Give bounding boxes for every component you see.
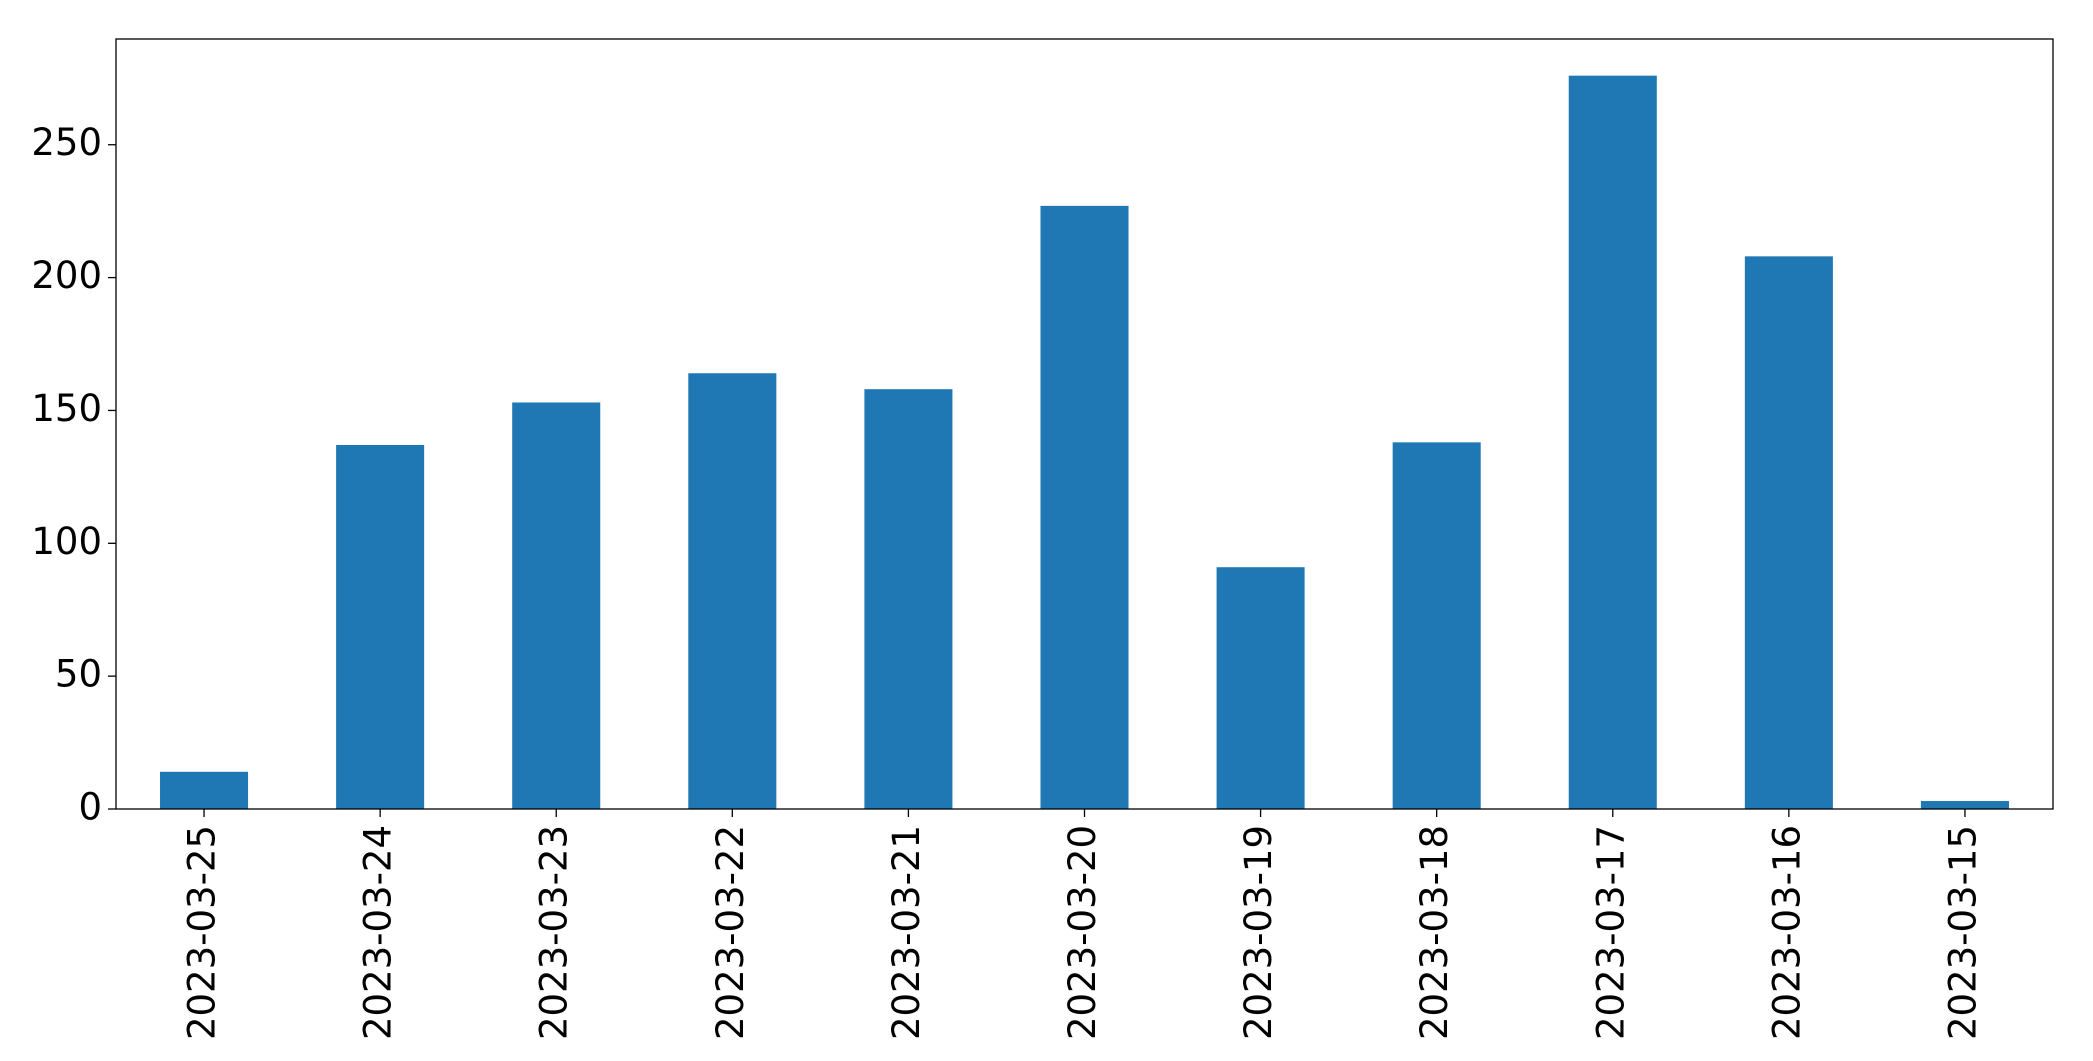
bar — [160, 771, 249, 809]
x-tick-label: 2023-03-16 — [1765, 825, 1808, 1040]
y-tick-label: 150 — [31, 387, 102, 430]
x-tick-label: 2023-03-18 — [1413, 825, 1456, 1040]
x-tick-label: 2023-03-22 — [709, 825, 752, 1040]
y-tick-label: 0 — [78, 786, 102, 829]
x-tick-label: 2023-03-21 — [885, 825, 928, 1040]
plot-frame — [115, 38, 2054, 810]
y-tick-label: 250 — [31, 121, 102, 164]
x-tick-label: 2023-03-15 — [1941, 825, 1984, 1040]
bar — [1920, 801, 2009, 809]
bar — [512, 402, 601, 809]
bar — [1568, 75, 1657, 809]
bar — [1216, 567, 1305, 809]
x-tick-label: 2023-03-20 — [1061, 825, 1104, 1040]
bar — [1040, 205, 1129, 809]
y-tick-label: 50 — [55, 653, 102, 696]
x-tick-label: 2023-03-23 — [533, 825, 576, 1040]
bar — [864, 389, 953, 809]
x-tick-label: 2023-03-24 — [357, 825, 400, 1040]
bar — [336, 444, 425, 809]
bar — [688, 373, 777, 809]
x-tick-label: 2023-03-25 — [181, 825, 224, 1040]
y-tick-label: 100 — [31, 520, 102, 563]
x-tick-label: 2023-03-17 — [1589, 825, 1632, 1040]
bar — [1744, 256, 1833, 809]
x-tick-label: 2023-03-19 — [1237, 825, 1280, 1040]
y-tick-label: 200 — [31, 254, 102, 297]
bar — [1392, 442, 1481, 809]
